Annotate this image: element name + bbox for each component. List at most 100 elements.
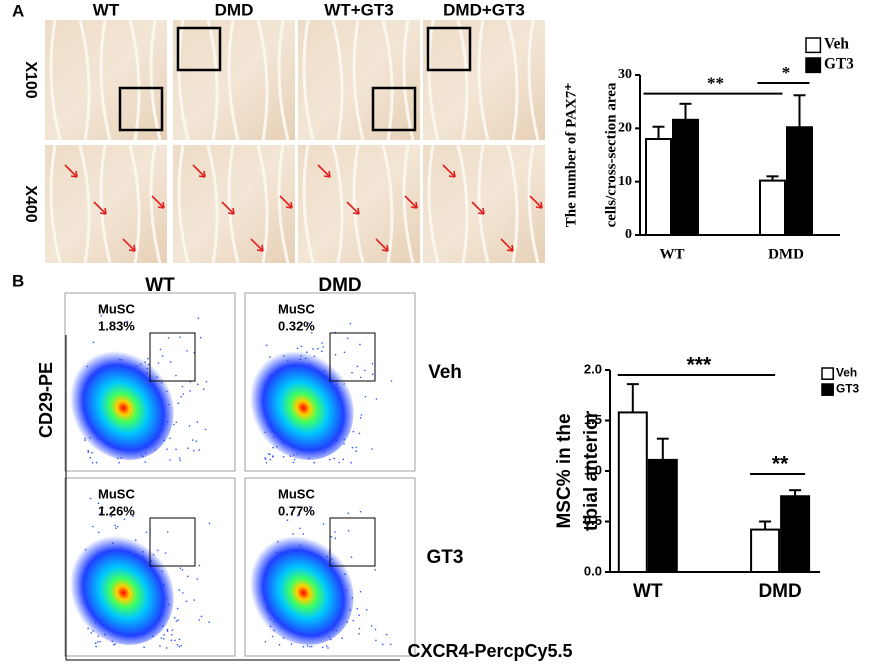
event-dot [175,421,178,424]
event-dot [180,396,182,398]
y-tick-label: 1.0 [584,462,602,477]
event-dot [307,322,310,325]
event-dot [317,347,319,350]
legend-swatch [805,57,822,74]
event-dot [90,632,93,634]
gate-value: 0.77% [278,503,315,518]
event-dot [179,459,181,462]
gate-label: MuSC [278,301,315,316]
gate-label: MuSC [98,486,135,501]
event-dot [269,458,272,461]
event-dot [264,457,266,459]
event-dot [198,564,201,567]
event-dot [123,518,126,521]
fiber-border [381,144,394,264]
legend-label: GT3 [824,56,854,73]
x-tick-label: DMD [768,246,804,262]
event-dot [310,331,313,334]
event-dot [382,643,384,646]
event-dot [196,421,199,423]
y-tick-label: 0.0 [584,563,602,578]
event-dot [272,446,274,449]
legend-swatch [821,383,834,396]
arrow [192,164,206,178]
event-dot [179,336,181,338]
column-label: DMD [318,275,361,296]
event-dot [182,592,184,594]
event-dot [159,645,161,647]
bar [759,179,786,237]
legend-swatch [821,367,834,380]
fiber-border [49,19,62,141]
event-dot [143,646,145,649]
y-tick-label: 10 [618,174,632,189]
arrow [442,164,456,178]
event-dot [356,608,359,610]
event-dot [199,336,202,339]
flow-plots: WT DMD Veh GT3 MuSC 1.83% MuSC 0.32% MuSC 1.26% Mu… [36,275,573,661]
event-dot [358,432,361,435]
x-tick-label: DMD [758,581,801,602]
y-axis-label: MSC% in the [554,413,575,528]
gate [329,517,376,567]
event-dot [173,616,176,619]
y-tick-label: 30 [618,67,632,82]
fiber-border [527,144,540,264]
event-dot [91,451,93,454]
event-dot [166,628,169,631]
fiber-border [277,144,290,264]
chart-msc: 0.0 0.5 1.0 1.5 2.0 MSC% in the tibial anterio… [554,354,859,602]
row-label: X100 [22,61,39,98]
event-dot [321,350,323,352]
fiber-border [206,144,219,264]
fiber-border [352,144,365,264]
fiber-border [99,144,112,264]
event-dot [355,446,357,449]
event-dot [299,527,301,530]
event-dot [157,362,160,364]
fiber-border [227,144,240,264]
x-tick-label: WT [659,246,684,262]
fiber-border [302,144,315,264]
arrow [151,195,165,209]
arrow [279,195,293,209]
event-dot [132,515,134,517]
row-label: X400 [22,185,39,222]
event-dot [313,461,316,464]
bar [645,138,672,236]
event-dot [351,371,353,374]
bar [672,118,699,236]
event-dot [269,453,271,456]
event-dot [342,458,345,461]
event-dot [343,351,346,354]
fiber-border [477,19,490,141]
event-dot [358,627,361,630]
event-dot [185,600,188,603]
event-dot [333,457,335,460]
event-dot [175,620,178,622]
bar [617,411,648,574]
fiber-border [256,144,269,264]
event-dot [87,627,89,630]
arrow [375,238,389,252]
event-dot [186,575,189,578]
event-dot [346,337,349,339]
y-tick-label: 20 [618,121,632,136]
event-dot [171,634,173,636]
gate-value: 1.83% [98,318,135,333]
event-dot [182,393,185,396]
event-dot [99,512,102,515]
event-dot [358,614,360,617]
event-dot [267,453,270,455]
fiber-border [402,144,415,264]
event-dot [114,524,116,527]
fiber-border [331,144,344,264]
event-dot [193,599,196,601]
event-dot [264,640,267,643]
event-dot [271,635,274,638]
y-tick-label: 2.0 [584,361,602,376]
event-dot [157,549,159,552]
event-dot [198,619,201,621]
event-dot [187,447,189,449]
